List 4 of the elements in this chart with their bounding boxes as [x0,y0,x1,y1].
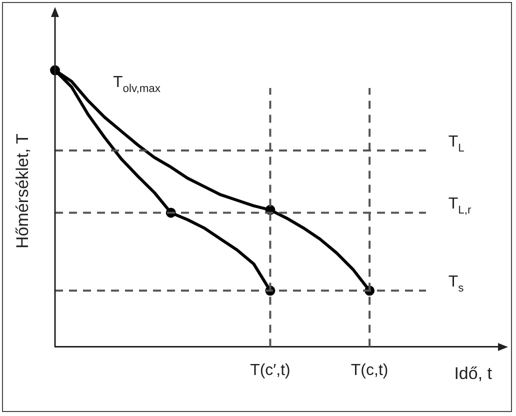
x-tick-label: T(c′,t) [250,362,290,379]
x-tick-label: T(c,t) [350,362,388,379]
x-axis-title: Idő, t [454,364,492,383]
y-axis-title: Hőmérséklet, T [13,134,32,249]
